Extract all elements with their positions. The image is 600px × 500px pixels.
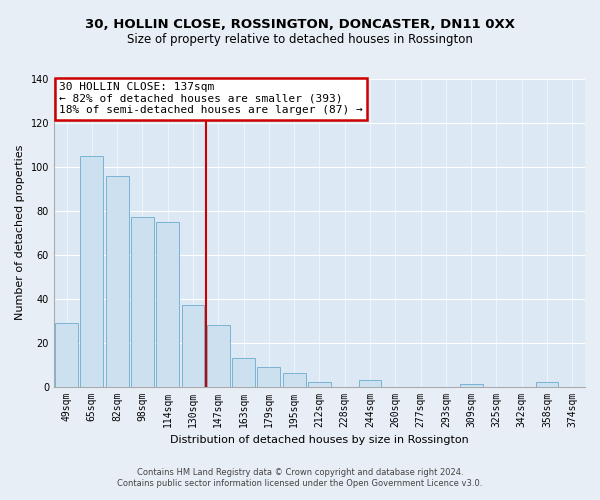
Bar	[536, 382, 559, 386]
Text: Size of property relative to detached houses in Rossington: Size of property relative to detached ho…	[127, 32, 473, 46]
Bar	[308, 382, 331, 386]
Text: 30 HOLLIN CLOSE: 137sqm
← 82% of detached houses are smaller (393)
18% of semi-d: 30 HOLLIN CLOSE: 137sqm ← 82% of detache…	[59, 82, 363, 116]
Text: Contains HM Land Registry data © Crown copyright and database right 2024.
Contai: Contains HM Land Registry data © Crown c…	[118, 468, 482, 487]
Bar	[257, 367, 280, 386]
Bar	[182, 306, 205, 386]
Bar	[80, 156, 103, 386]
Bar	[106, 176, 128, 386]
Bar	[283, 374, 305, 386]
Y-axis label: Number of detached properties: Number of detached properties	[15, 145, 25, 320]
Bar	[157, 222, 179, 386]
Bar	[232, 358, 255, 386]
X-axis label: Distribution of detached houses by size in Rossington: Distribution of detached houses by size …	[170, 435, 469, 445]
Bar	[460, 384, 482, 386]
Bar	[55, 323, 78, 386]
Bar	[131, 218, 154, 386]
Bar	[207, 325, 230, 386]
Text: 30, HOLLIN CLOSE, ROSSINGTON, DONCASTER, DN11 0XX: 30, HOLLIN CLOSE, ROSSINGTON, DONCASTER,…	[85, 18, 515, 30]
Bar	[359, 380, 382, 386]
